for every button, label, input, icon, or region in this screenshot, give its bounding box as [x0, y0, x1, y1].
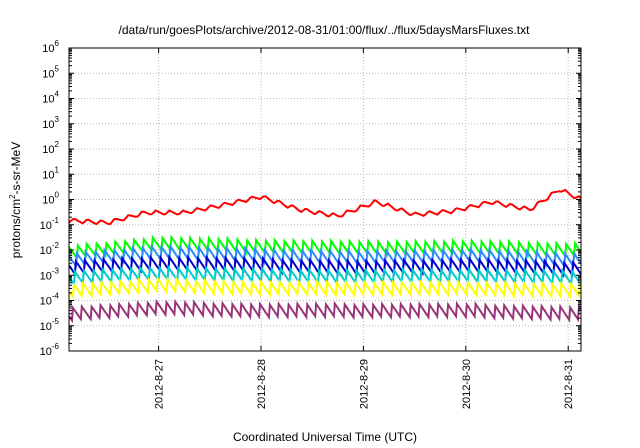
y-tick-base: 10: [40, 220, 52, 232]
y-tick-base: 10: [40, 346, 52, 358]
series-line-4: [68, 254, 582, 279]
ticks: 10-610-510-410-310-210-11001011021031041…: [40, 39, 581, 409]
y-tick-base: 10: [40, 270, 52, 282]
y-tick-exponent: -2: [52, 241, 60, 250]
series-line-7: [68, 298, 582, 324]
y-tick-base: 10: [42, 94, 54, 106]
y-tick-base: 10: [42, 68, 54, 80]
y-tick-exponent: 4: [55, 90, 60, 99]
y-tick-base: 10: [42, 169, 54, 181]
y-tick-label: 102: [42, 140, 59, 156]
y-tick-base: 10: [42, 144, 54, 156]
series-line-1: [68, 188, 582, 226]
chart-title: /data/run/goesPlots/archive/2012-08-31/0…: [119, 23, 531, 37]
x-tick-label: 2012-8-27: [154, 359, 166, 409]
y-tick-exponent: -4: [52, 292, 60, 301]
y-tick-label: 106: [42, 39, 59, 55]
y-tick-exponent: 6: [55, 39, 60, 48]
y-tick-label: 10-1: [40, 216, 60, 232]
y-tick-label: 10-5: [40, 317, 60, 333]
y-tick-exponent: 1: [55, 165, 60, 174]
y-axis-title-suffix: -s-sr-MeV: [9, 142, 23, 195]
x-tick-label: 2012-8-29: [358, 359, 370, 409]
y-axis-title-sup: 2: [8, 194, 17, 199]
y-tick-base: 10: [40, 321, 52, 333]
y-tick-exponent: -1: [52, 216, 60, 225]
y-axis-title: protons/cm2-s-sr-MeV: [8, 142, 23, 258]
y-tick-label: 10-6: [40, 342, 60, 358]
y-tick-label: 101: [42, 165, 59, 181]
y-tick-label: 10-2: [40, 241, 60, 257]
y-tick-label: 103: [42, 115, 59, 131]
y-tick-exponent: -3: [52, 266, 60, 275]
y-tick-base: 10: [40, 245, 52, 257]
series-line-3: [68, 243, 582, 270]
x-tick-label: 2012-8-30: [461, 359, 473, 409]
grid: [69, 48, 581, 351]
y-tick-exponent: 3: [55, 115, 60, 124]
y-tick-exponent: -6: [52, 342, 60, 351]
y-axis-title-prefix: protons/cm: [9, 199, 23, 258]
series-line-2: [68, 234, 582, 261]
x-axis-title: Coordinated Universal Time (UTC): [233, 430, 417, 444]
y-tick-label: 10-4: [40, 292, 60, 308]
y-tick-exponent: -5: [52, 317, 60, 326]
y-tick-label: 104: [42, 90, 59, 106]
y-tick-label: 105: [42, 64, 59, 80]
y-tick-base: 10: [42, 43, 54, 55]
y-tick-base: 10: [42, 195, 54, 207]
x-tick-label: 2012-8-31: [563, 359, 575, 409]
y-tick-label: 10-3: [40, 266, 60, 282]
y-tick-exponent: 0: [55, 191, 60, 200]
series-layer: [68, 188, 582, 324]
y-tick-exponent: 2: [55, 140, 60, 149]
x-tick-label: 2012-8-28: [256, 359, 268, 409]
y-tick-label: 100: [42, 191, 59, 207]
series-line-6: [68, 275, 582, 301]
y-tick-base: 10: [40, 296, 52, 308]
y-tick-base: 10: [42, 119, 54, 131]
y-tick-exponent: 5: [55, 64, 60, 73]
